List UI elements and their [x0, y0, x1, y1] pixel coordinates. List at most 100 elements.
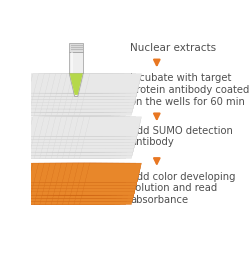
Polygon shape — [51, 74, 108, 93]
Polygon shape — [77, 126, 134, 146]
Polygon shape — [40, 163, 96, 182]
Polygon shape — [72, 169, 129, 189]
Polygon shape — [28, 74, 85, 93]
Polygon shape — [42, 196, 110, 204]
Polygon shape — [44, 123, 100, 143]
Polygon shape — [43, 173, 100, 192]
Polygon shape — [46, 96, 102, 115]
Polygon shape — [56, 77, 112, 96]
Polygon shape — [36, 90, 92, 109]
Polygon shape — [57, 185, 114, 205]
Polygon shape — [78, 77, 135, 96]
Polygon shape — [78, 169, 134, 189]
Polygon shape — [20, 83, 77, 102]
Polygon shape — [28, 120, 84, 139]
Polygon shape — [37, 83, 94, 102]
Polygon shape — [18, 93, 74, 112]
Polygon shape — [22, 120, 78, 139]
Polygon shape — [23, 185, 79, 205]
Polygon shape — [54, 176, 110, 195]
Polygon shape — [28, 77, 84, 96]
Polygon shape — [50, 166, 107, 186]
Polygon shape — [40, 117, 96, 136]
Polygon shape — [80, 139, 136, 158]
Polygon shape — [84, 169, 140, 189]
Polygon shape — [76, 179, 132, 198]
Polygon shape — [37, 173, 94, 192]
Polygon shape — [73, 166, 130, 186]
Polygon shape — [74, 96, 130, 115]
Polygon shape — [39, 166, 95, 186]
Polygon shape — [41, 133, 98, 152]
Polygon shape — [56, 120, 112, 139]
Polygon shape — [64, 90, 120, 109]
Polygon shape — [54, 83, 111, 102]
Polygon shape — [62, 163, 119, 182]
Polygon shape — [76, 176, 133, 195]
Polygon shape — [69, 93, 126, 112]
Polygon shape — [23, 96, 79, 115]
Polygon shape — [22, 77, 78, 96]
Polygon shape — [63, 93, 120, 112]
Polygon shape — [62, 96, 119, 115]
Polygon shape — [51, 117, 108, 136]
Polygon shape — [57, 96, 114, 115]
Polygon shape — [34, 74, 90, 93]
Polygon shape — [36, 133, 92, 152]
Polygon shape — [74, 163, 130, 182]
Polygon shape — [110, 125, 116, 158]
Polygon shape — [40, 96, 96, 115]
Polygon shape — [70, 176, 127, 195]
Polygon shape — [40, 139, 96, 158]
Polygon shape — [45, 163, 102, 182]
Polygon shape — [66, 123, 123, 143]
Polygon shape — [81, 133, 138, 152]
Polygon shape — [62, 120, 118, 139]
Polygon shape — [58, 179, 115, 198]
Polygon shape — [62, 139, 119, 158]
Polygon shape — [84, 80, 140, 99]
Polygon shape — [36, 130, 93, 149]
Polygon shape — [48, 130, 104, 149]
Polygon shape — [58, 136, 114, 155]
Polygon shape — [34, 117, 90, 136]
Polygon shape — [61, 123, 117, 143]
Polygon shape — [32, 123, 89, 143]
Polygon shape — [39, 120, 95, 139]
Polygon shape — [66, 83, 122, 102]
Polygon shape — [22, 163, 79, 182]
Polygon shape — [33, 166, 90, 186]
Polygon shape — [44, 77, 101, 96]
Polygon shape — [68, 117, 124, 136]
Polygon shape — [76, 90, 132, 109]
Polygon shape — [110, 82, 116, 115]
Polygon shape — [74, 117, 130, 136]
Polygon shape — [82, 86, 138, 106]
Polygon shape — [22, 166, 78, 186]
Polygon shape — [59, 130, 116, 149]
Polygon shape — [22, 74, 79, 93]
Polygon shape — [28, 163, 85, 182]
Polygon shape — [60, 173, 116, 192]
Polygon shape — [60, 83, 116, 102]
Polygon shape — [76, 86, 133, 106]
Polygon shape — [60, 126, 116, 146]
Polygon shape — [30, 179, 86, 198]
Polygon shape — [62, 117, 119, 136]
Polygon shape — [20, 86, 76, 106]
Polygon shape — [66, 80, 123, 99]
Polygon shape — [52, 93, 108, 112]
Polygon shape — [51, 163, 108, 182]
Polygon shape — [42, 150, 110, 158]
Polygon shape — [76, 130, 133, 149]
Polygon shape — [71, 83, 128, 102]
Polygon shape — [21, 80, 78, 99]
Polygon shape — [41, 90, 98, 109]
Polygon shape — [28, 166, 84, 186]
Polygon shape — [36, 176, 93, 195]
Polygon shape — [47, 90, 104, 109]
Polygon shape — [80, 182, 137, 201]
Polygon shape — [74, 185, 130, 205]
Polygon shape — [38, 169, 94, 189]
Polygon shape — [32, 80, 89, 99]
